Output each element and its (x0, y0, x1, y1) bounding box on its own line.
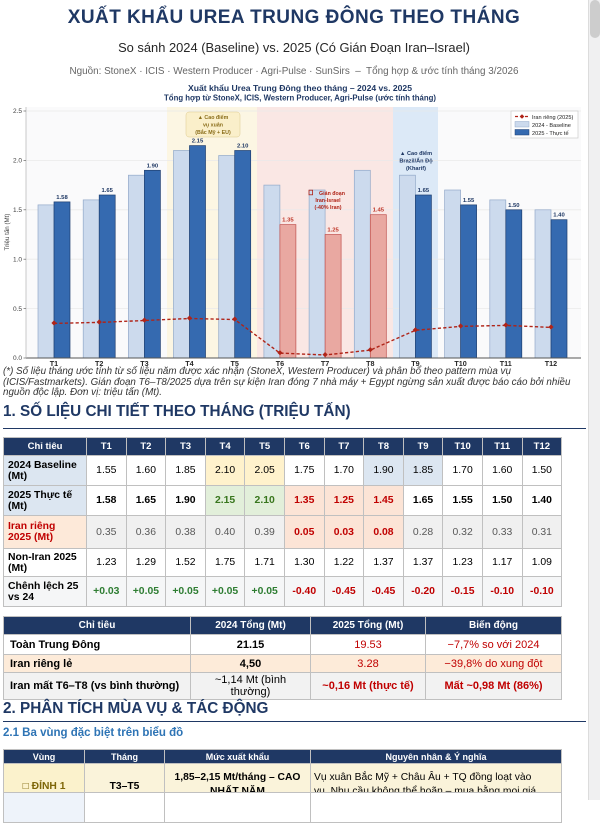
svg-text:Tổng hợp từ StoneX, ICIS, West: Tổng hợp từ StoneX, ICIS, Western Produc… (164, 94, 436, 103)
svg-text:1.65: 1.65 (101, 188, 113, 194)
svg-text:▲ Cao điểm: ▲ Cao điểm (400, 150, 432, 157)
svg-text:2.0: 2.0 (13, 158, 22, 165)
svg-text:Xuất khẩu Urea Trung Đông theo: Xuất khẩu Urea Trung Đông theo tháng – 2… (188, 83, 412, 93)
svg-text:2025 - Thực tế: 2025 - Thực tế (532, 131, 569, 137)
svg-text:T8: T8 (366, 359, 374, 368)
svg-text:Gián đoạn: Gián đoạn (319, 191, 345, 197)
svg-text:T3: T3 (140, 359, 148, 368)
svg-text:T4: T4 (185, 359, 193, 368)
svg-text:(Bắc Mỹ + EU): (Bắc Mỹ + EU) (195, 129, 231, 136)
svg-text:0.0: 0.0 (13, 355, 22, 362)
svg-text:1.58: 1.58 (56, 195, 68, 201)
svg-text:2.15: 2.15 (192, 139, 204, 145)
svg-text:T9: T9 (411, 359, 419, 368)
svg-text:1.25: 1.25 (327, 228, 339, 234)
svg-text:Brazil/Ấn Độ: Brazil/Ấn Độ (399, 158, 433, 165)
svg-text:T11: T11 (500, 359, 512, 368)
svg-text:1.40: 1.40 (553, 213, 565, 219)
svg-text:vụ xuân: vụ xuân (203, 123, 223, 129)
svg-text:T2: T2 (95, 359, 103, 368)
svg-text:1.35: 1.35 (282, 218, 294, 224)
svg-text:0.5: 0.5 (13, 306, 22, 313)
svg-text:Iran-Israel: Iran-Israel (315, 198, 341, 204)
svg-text:1.65: 1.65 (418, 188, 430, 194)
svg-text:T6: T6 (276, 359, 284, 368)
svg-text:T7: T7 (321, 359, 329, 368)
svg-text:T1: T1 (50, 359, 58, 368)
svg-text:T12: T12 (545, 359, 557, 368)
svg-text:Triệu tấn (Mt): Triệu tấn (Mt) (4, 214, 11, 251)
svg-text:2024 - Baseline: 2024 - Baseline (532, 123, 571, 129)
svg-text:T10: T10 (454, 359, 466, 368)
svg-text:1.90: 1.90 (147, 163, 159, 169)
svg-text:1.45: 1.45 (373, 208, 385, 214)
svg-text:2.10: 2.10 (237, 144, 249, 150)
svg-text:1.5: 1.5 (13, 207, 22, 214)
svg-text:T5: T5 (231, 359, 239, 368)
svg-text:1.0: 1.0 (13, 256, 22, 263)
svg-text:▲ Cao điểm: ▲ Cao điểm (198, 114, 229, 121)
svg-text:1.50: 1.50 (508, 203, 520, 209)
svg-text:1.55: 1.55 (463, 198, 475, 204)
svg-text:Iran riêng (2025): Iran riêng (2025) (532, 115, 573, 121)
svg-text:2.5: 2.5 (13, 108, 22, 115)
svg-text:(-40% Iran): (-40% Iran) (314, 205, 341, 211)
svg-text:(Kharif): (Kharif) (406, 166, 426, 172)
